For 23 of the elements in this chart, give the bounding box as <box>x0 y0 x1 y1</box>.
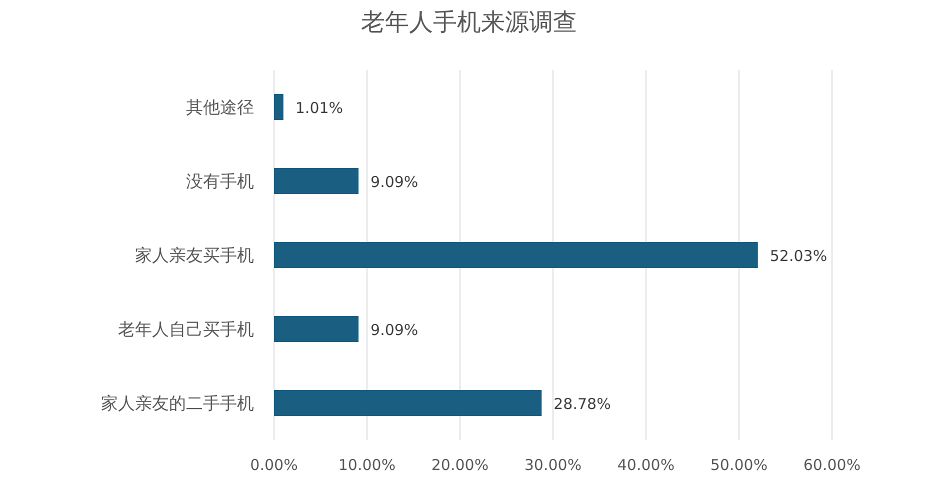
x-tick-label: 20.00% <box>431 456 489 474</box>
data-label: 9.09% <box>370 321 418 339</box>
chart-title: 老年人手机来源调查 <box>361 8 577 36</box>
y-tick-label: 没有手机 <box>186 172 254 192</box>
bar <box>274 94 284 120</box>
data-label: 9.09% <box>370 173 418 191</box>
bar <box>274 316 359 342</box>
bar <box>274 390 542 416</box>
y-tick-label: 家人亲友的二手手机 <box>101 394 254 414</box>
bar <box>274 242 758 268</box>
x-tick-label: 0.00% <box>250 456 298 474</box>
data-label: 28.78% <box>554 395 611 413</box>
y-tick-label: 家人亲友买手机 <box>135 246 254 266</box>
data-label: 52.03% <box>770 247 828 265</box>
y-tick-label: 其他途径 <box>186 98 254 118</box>
x-tick-label: 30.00% <box>524 456 582 474</box>
data-label: 1.01% <box>295 99 344 117</box>
x-tick-label: 10.00% <box>338 456 396 474</box>
x-tick-label: 50.00% <box>710 456 768 474</box>
bar <box>274 168 359 194</box>
y-tick-label: 老年人自己买手机 <box>118 320 254 340</box>
x-tick-label: 40.00% <box>617 456 675 474</box>
x-tick-label: 60.00% <box>803 456 861 474</box>
